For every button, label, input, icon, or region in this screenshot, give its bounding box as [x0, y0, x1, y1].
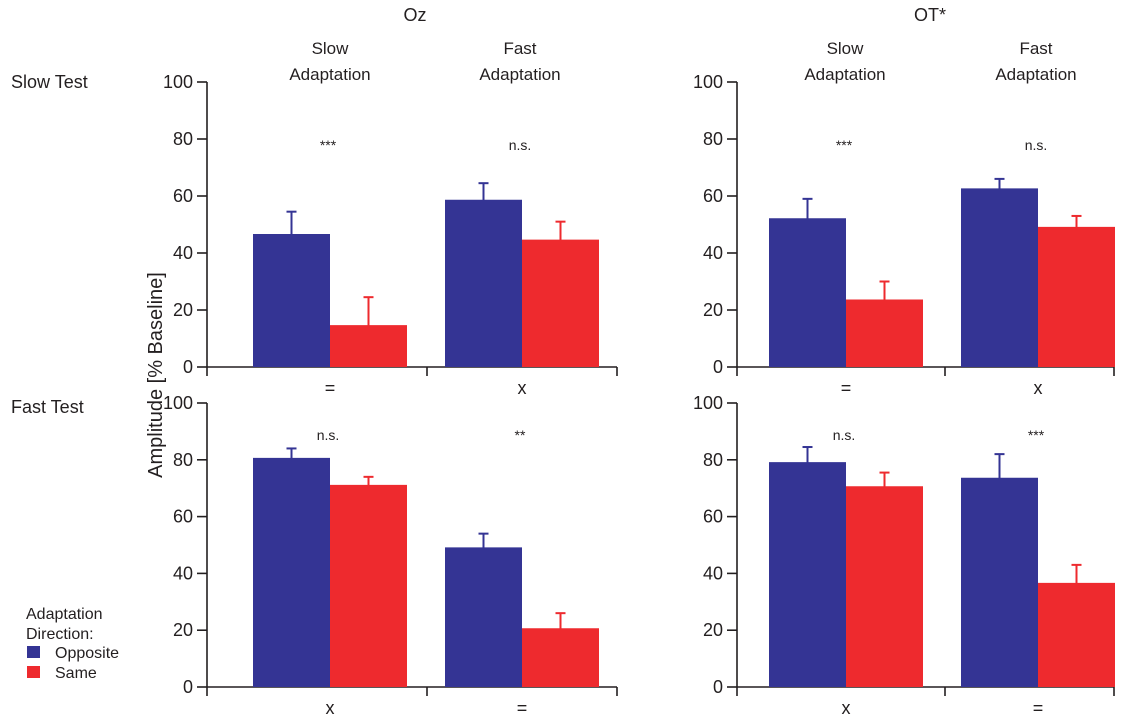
- legend-label-same: Same: [55, 665, 97, 682]
- y-tick-label: 0: [183, 677, 193, 697]
- column-title-oz: Oz: [403, 5, 426, 25]
- bar-same: [1038, 227, 1115, 367]
- condition-slow-line1-left: Slow: [312, 39, 350, 58]
- significance-label: n.s.: [1025, 137, 1048, 153]
- bar-opposite: [961, 188, 1038, 367]
- bar-same: [330, 485, 407, 687]
- legend-title-line2: Direction:: [26, 626, 94, 643]
- row-label-fast-test: Fast Test: [11, 397, 84, 417]
- legend-label-opposite: Opposite: [55, 645, 119, 662]
- x-category-label: x: [518, 378, 527, 398]
- condition-fast-line1-left: Fast: [503, 39, 536, 58]
- legend-swatch-opposite: [27, 646, 40, 658]
- y-tick-label: 100: [163, 393, 193, 413]
- panel-0-0: 0 20 40 60 80 100 *** = n.s. x: [163, 72, 618, 398]
- significance-label: **: [515, 427, 526, 443]
- condition-slow-line2-left: Adaptation: [289, 65, 370, 84]
- condition-slow-line2-right: Adaptation: [804, 65, 885, 84]
- bar-same: [1038, 583, 1115, 687]
- x-category-label: =: [517, 698, 528, 717]
- x-category-label: =: [325, 378, 336, 398]
- y-tick-label: 40: [173, 563, 193, 583]
- y-tick-label: 60: [173, 186, 193, 206]
- y-tick-label: 40: [703, 243, 723, 263]
- x-category-label: x: [326, 698, 335, 717]
- y-tick-label: 100: [693, 72, 723, 92]
- y-tick-label: 20: [703, 620, 723, 640]
- condition-fast-line2-left: Adaptation: [479, 65, 560, 84]
- y-tick-label: 80: [703, 129, 723, 149]
- bar-opposite: [445, 547, 522, 687]
- x-category-label: x: [1034, 378, 1043, 398]
- legend-swatch-same: [27, 666, 40, 678]
- y-tick-label: 60: [703, 186, 723, 206]
- significance-label: ***: [320, 137, 337, 153]
- y-tick-label: 80: [173, 129, 193, 149]
- y-tick-label: 100: [163, 72, 193, 92]
- y-tick-label: 20: [173, 620, 193, 640]
- bar-same: [522, 240, 599, 367]
- x-category-label: x: [842, 698, 851, 717]
- panel-1-1: 0 20 40 60 80 100 n.s. x *** =: [693, 393, 1115, 717]
- significance-label: n.s.: [509, 137, 532, 153]
- significance-label: ***: [836, 137, 853, 153]
- y-tick-label: 20: [703, 300, 723, 320]
- bar-opposite: [961, 478, 1038, 687]
- y-tick-label: 60: [703, 507, 723, 527]
- bar-opposite: [769, 218, 846, 367]
- condition-fast-line1-right: Fast: [1019, 39, 1052, 58]
- panel-1-0: 0 20 40 60 80 100 n.s. x ** =: [163, 393, 618, 717]
- y-tick-label: 40: [703, 563, 723, 583]
- y-tick-label: 60: [173, 507, 193, 527]
- bar-opposite: [769, 462, 846, 687]
- y-tick-label: 80: [173, 450, 193, 470]
- bar-same: [330, 325, 407, 367]
- y-tick-label: 20: [173, 300, 193, 320]
- chart-panels: 0 20 40 60 80 100 *** = n.s. x 0 20 40 60 80 100 *** = n.s…: [163, 72, 1115, 717]
- bar-same: [846, 300, 923, 367]
- panel-0-1: 0 20 40 60 80 100 *** = n.s. x: [693, 72, 1115, 398]
- significance-label: n.s.: [317, 427, 340, 443]
- y-tick-label: 100: [693, 393, 723, 413]
- condition-slow-line1-right: Slow: [827, 39, 865, 58]
- y-tick-label: 0: [713, 677, 723, 697]
- x-category-label: =: [1033, 698, 1044, 717]
- row-label-slow-test: Slow Test: [11, 72, 88, 92]
- column-title-ot: OT*: [914, 5, 946, 25]
- y-axis-title: Amplitude [% Baseline]: [145, 272, 167, 478]
- bar-opposite: [253, 234, 330, 367]
- bar-same: [846, 486, 923, 687]
- x-category-label: =: [841, 378, 852, 398]
- bar-same: [522, 628, 599, 687]
- y-tick-label: 0: [713, 357, 723, 377]
- significance-label: n.s.: [833, 427, 856, 443]
- y-tick-label: 0: [183, 357, 193, 377]
- bar-opposite: [253, 458, 330, 687]
- significance-label: ***: [1028, 427, 1045, 443]
- y-tick-label: 80: [703, 450, 723, 470]
- bar-opposite: [445, 200, 522, 367]
- legend-title-line1: Adaptation: [26, 606, 103, 623]
- condition-fast-line2-right: Adaptation: [995, 65, 1076, 84]
- y-tick-label: 40: [173, 243, 193, 263]
